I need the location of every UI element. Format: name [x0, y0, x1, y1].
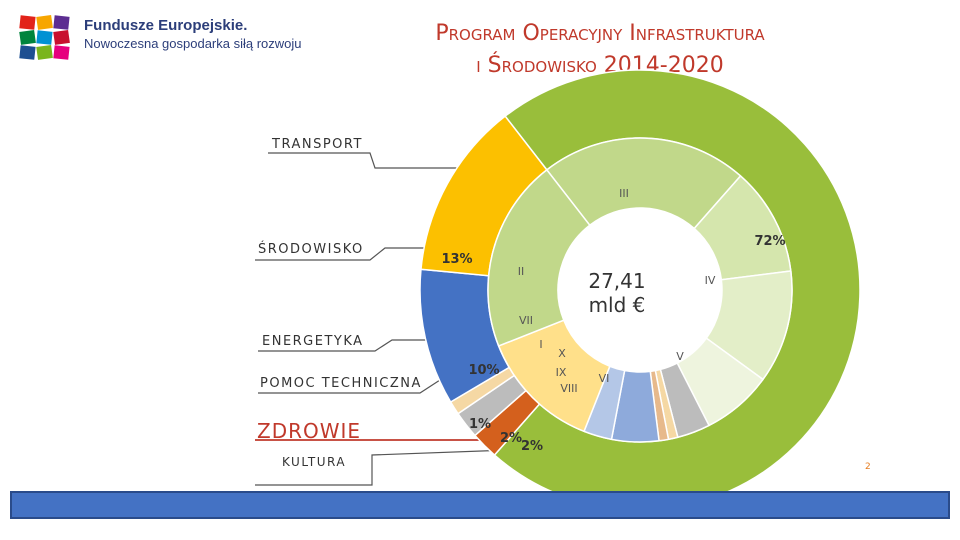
leader-lines — [255, 152, 511, 486]
inner-label-v-2: V — [676, 350, 684, 363]
leader-line — [258, 339, 440, 352]
logo-tile — [19, 15, 36, 30]
chart-labels: 72% 13% 10% 1% 2%2% III IV V VI VIII IX X I VII II 27,4… — [441, 187, 785, 454]
fundusze-europejskie-logo: Fundusze Europejskie. Nowoczesna gospoda… — [16, 14, 316, 64]
label-zdrowie: ZDROWIE — [257, 419, 362, 443]
inner-label-i-7: I — [539, 338, 542, 351]
donut-hole — [558, 208, 722, 372]
leader-line — [268, 152, 470, 169]
inner-label-vii-8: VII — [519, 314, 533, 327]
label-pomoc-techniczna: POMOC TECHNICZNA — [260, 376, 422, 391]
center-unit: mld € — [589, 293, 646, 317]
outer-pct-środowisko: 13% — [441, 252, 472, 267]
leader-line — [255, 449, 511, 486]
logo-tile — [36, 44, 53, 60]
label-transport: TRANSPORT — [272, 137, 363, 152]
outer-pct-zdrowie: 2% — [500, 431, 522, 446]
inner-ring — [487, 137, 793, 443]
logo-line2: Nowoczesna gospodarka siłą rozwoju — [84, 36, 302, 51]
eu-funds-logo-icon — [19, 14, 70, 60]
outer-pct-transport: 72% — [754, 234, 785, 249]
logo-tile — [36, 30, 53, 45]
outer-pct-kultura: 2% — [521, 439, 543, 454]
outer-pct-pomoc techniczna: 1% — [469, 417, 491, 432]
footer-bar — [10, 491, 950, 519]
inner-label-vi-3: VI — [599, 372, 610, 385]
inner-label-viii-4: VIII — [560, 382, 577, 395]
title-line1: Program Operacyjny Infrastruktura — [435, 21, 765, 46]
logo-tile — [53, 45, 70, 60]
label-kultura: KULTURA — [282, 455, 347, 469]
logo-tile — [36, 14, 53, 30]
inner-label-iii-0: III — [619, 187, 629, 200]
logo-tile — [53, 29, 70, 45]
inner-label-iv-1: IV — [705, 274, 716, 287]
inner-label-ix-5: IX — [556, 366, 567, 379]
logo-text: Fundusze Europejskie. Nowoczesna gospoda… — [84, 16, 302, 53]
logo-line1: Fundusze Europejskie. — [84, 17, 248, 34]
logo-tile — [19, 29, 36, 45]
logo-tile — [53, 15, 70, 30]
outer-pct-energetyka: 10% — [468, 363, 499, 378]
inner-label-ii-9: II — [518, 265, 525, 278]
inner-label-x-6: X — [558, 347, 566, 360]
center-value: 27,41 — [588, 269, 645, 293]
leader-line — [255, 247, 430, 261]
label-energetyka: ENERGETYKA — [262, 334, 364, 349]
label-srodowisko: ŚRODOWISKO — [258, 242, 364, 257]
page-number: 2 — [865, 462, 871, 472]
logo-tile — [19, 45, 36, 60]
